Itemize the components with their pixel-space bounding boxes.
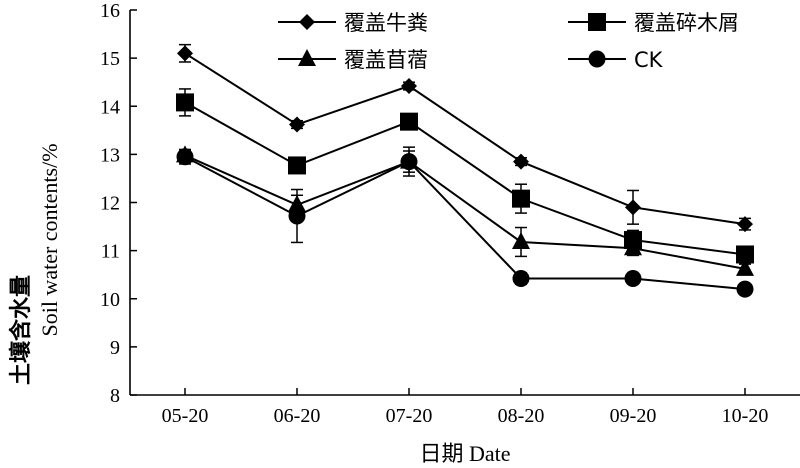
series-circle <box>176 148 754 298</box>
data-point <box>512 231 530 249</box>
legend-marker <box>299 14 315 30</box>
y-tick-label: 13 <box>100 144 120 166</box>
series-diamond <box>177 43 753 233</box>
x-tick-label: 08-20 <box>498 405 545 427</box>
y-tick-label: 14 <box>100 96 120 118</box>
legend-marker <box>588 13 606 31</box>
axis-ticks: 8 9 10 11 12 13 14 15 16 05-20 06-20 07-20 08-20 09-2… <box>100 0 768 427</box>
data-point <box>736 280 754 298</box>
data-point <box>177 45 193 62</box>
x-tick-label: 09-20 <box>610 405 657 427</box>
y-axis-label-cn: 土壤含水量 <box>8 275 34 385</box>
y-tick-label: 11 <box>101 241 120 263</box>
legend-marker <box>298 49 316 66</box>
legend-label: 覆盖牛粪 <box>344 11 428 35</box>
y-tick-label: 15 <box>100 48 120 70</box>
x-tick-label: 05-20 <box>162 405 209 427</box>
data-point <box>176 148 194 166</box>
series-line <box>184 52 746 226</box>
legend-label: 覆盖苜蓿 <box>344 48 428 72</box>
legend-label: CK <box>634 48 664 72</box>
series-line <box>184 155 746 291</box>
legend-entry: 覆盖碎木屑 <box>568 11 739 35</box>
data-point <box>400 112 418 131</box>
data-point <box>288 156 306 175</box>
y-tick-label: 12 <box>100 193 120 215</box>
y-axis-label-en: Soil water contents/% <box>37 143 62 336</box>
series-layer <box>176 43 754 298</box>
data-point <box>737 216 753 233</box>
data-point <box>176 93 194 112</box>
data-point <box>401 78 417 95</box>
legend-entry: 覆盖牛粪 <box>278 11 428 35</box>
legend-entry: CK <box>568 48 664 72</box>
data-point <box>736 245 754 264</box>
x-axis-label: 日期 Date <box>419 441 510 466</box>
series-triangle <box>176 145 754 276</box>
data-point <box>512 270 530 288</box>
data-point <box>625 199 641 216</box>
legend-entry: 覆盖苜蓿 <box>278 48 428 72</box>
legend-marker <box>588 50 606 68</box>
y-axis-label: 土壤含水量 Soil water contents/% <box>8 143 62 385</box>
y-tick-label: 16 <box>100 0 120 22</box>
data-point <box>288 207 306 225</box>
data-point <box>289 116 305 133</box>
x-tick-label: 07-20 <box>386 405 433 427</box>
data-point <box>512 189 530 208</box>
data-point <box>513 153 529 170</box>
y-tick-label: 8 <box>110 385 120 407</box>
y-tick-label: 9 <box>110 337 120 359</box>
data-point <box>624 238 642 256</box>
series-square <box>176 88 754 264</box>
data-point <box>736 258 754 276</box>
y-tick-label: 10 <box>100 289 120 311</box>
x-tick-label: 10-20 <box>722 405 769 427</box>
data-point <box>400 153 418 171</box>
data-point <box>624 270 642 288</box>
x-tick-label: 06-20 <box>274 405 321 427</box>
legend-label: 覆盖碎木屑 <box>634 11 739 35</box>
series-line <box>184 154 746 270</box>
series-line <box>184 101 746 256</box>
